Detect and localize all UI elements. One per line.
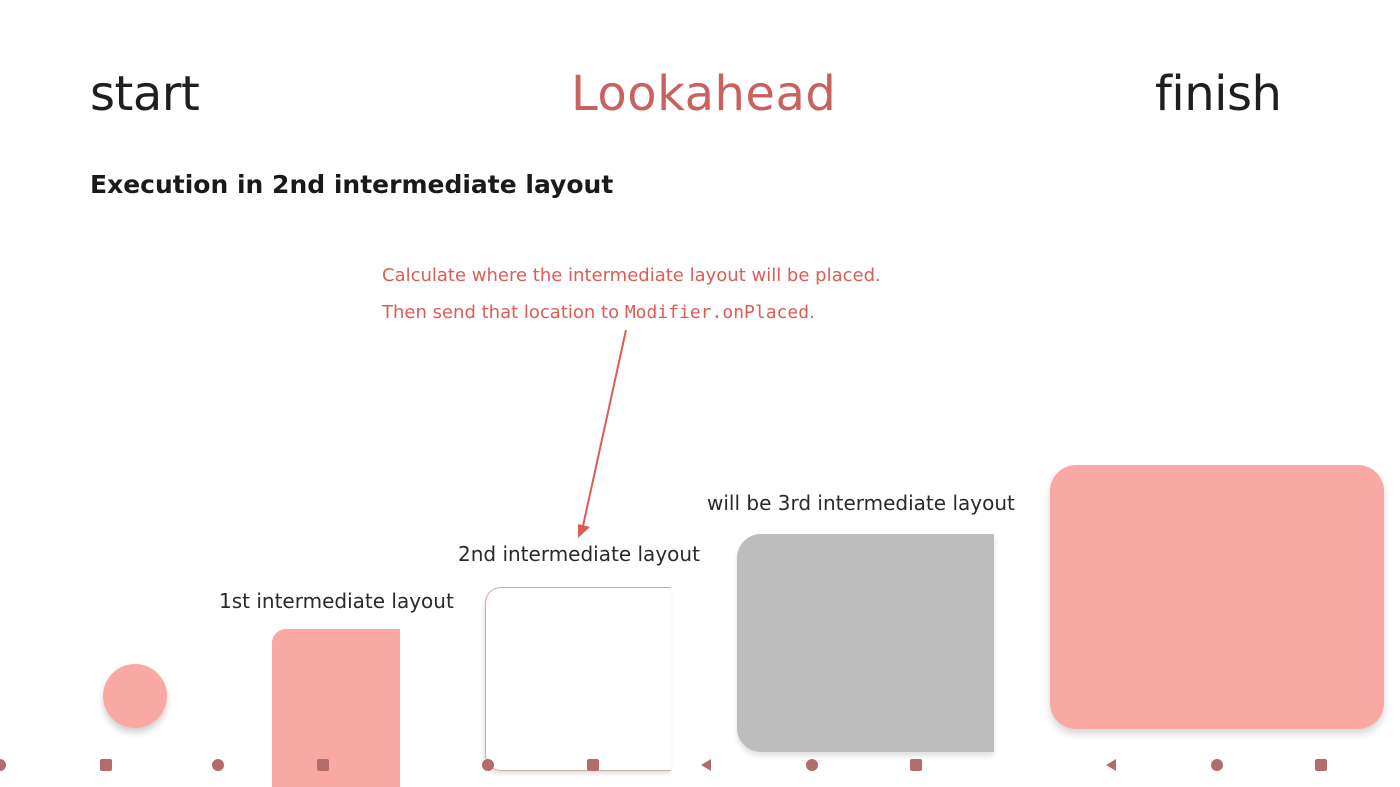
nav-recents-icon <box>317 759 329 771</box>
label-first-layout: 1st intermediate layout <box>219 589 454 613</box>
label-third-layout: will be 3rd intermediate layout <box>707 491 1015 515</box>
nav-recents-icon <box>1315 759 1327 771</box>
first-layout-box <box>272 629 400 787</box>
nav-home-icon <box>1211 759 1223 771</box>
second-layout-box <box>485 587 671 771</box>
third-layout-box <box>737 534 994 752</box>
nav-back-icon <box>701 759 711 771</box>
nav-home-icon <box>482 759 494 771</box>
nav-recents-icon <box>587 759 599 771</box>
nav-back-icon <box>1106 759 1116 771</box>
nav-recents-icon <box>100 759 112 771</box>
nav-recents-icon <box>910 759 922 771</box>
arrow-line <box>583 330 626 526</box>
finish-box <box>1050 465 1384 729</box>
nav-home-icon <box>806 759 818 771</box>
arrow-head <box>578 524 590 538</box>
nav-home-icon <box>212 759 224 771</box>
label-second-layout: 2nd intermediate layout <box>458 542 700 566</box>
start-circle <box>103 664 167 728</box>
